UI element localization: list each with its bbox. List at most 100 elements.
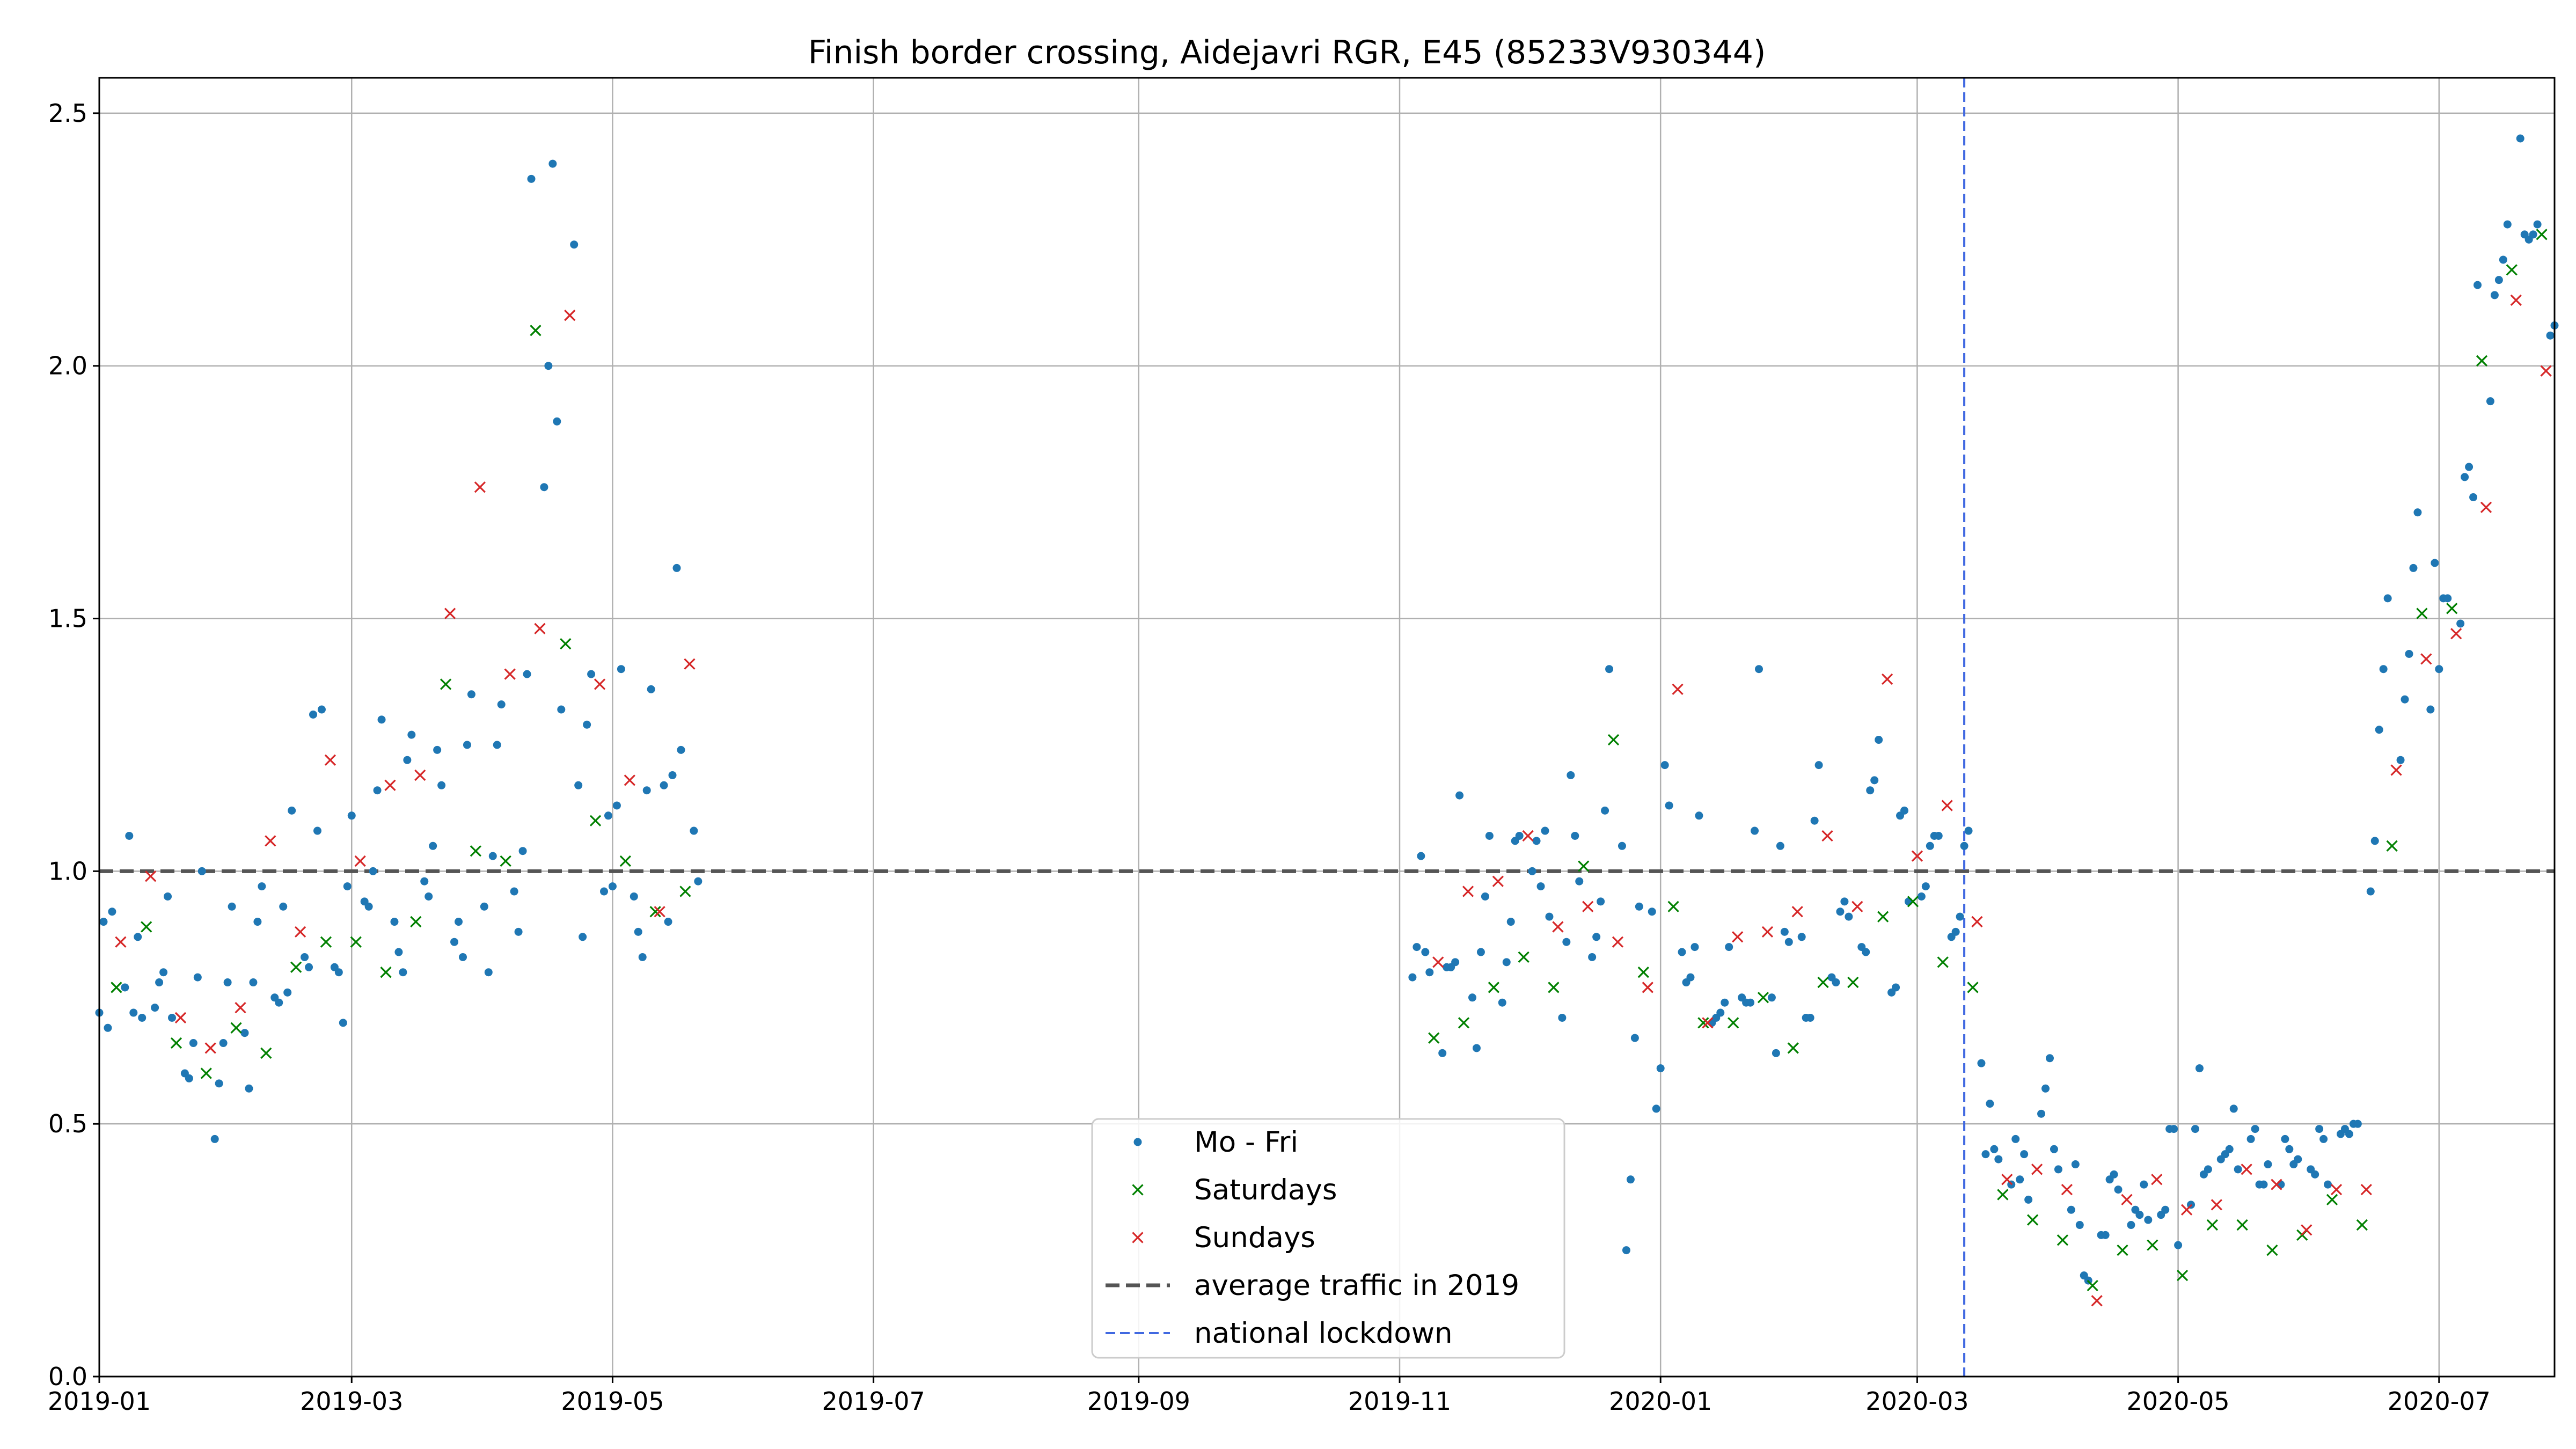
weekday-point <box>1716 1008 1725 1017</box>
weekday-point <box>2050 1145 2058 1153</box>
saturday-point <box>1847 976 1859 989</box>
weekday-point <box>1408 973 1417 982</box>
weekday-point <box>373 786 382 795</box>
saturday-point <box>1817 976 1829 989</box>
saturday-point <box>1877 911 1889 923</box>
weekday-point <box>2037 1109 2046 1118</box>
saturday-point <box>410 916 422 928</box>
weekday-point <box>1502 958 1511 967</box>
weekday-point <box>1536 882 1545 891</box>
weekday-point <box>1506 918 1515 926</box>
saturday-point <box>1518 951 1529 963</box>
weekday-point <box>240 1029 249 1037</box>
weekday-point <box>557 705 566 714</box>
saturday-point <box>679 885 691 897</box>
weekday-point <box>514 927 523 936</box>
weekday-point <box>275 998 283 1007</box>
weekday-point <box>1904 897 1913 906</box>
weekday-point <box>2264 1160 2272 1169</box>
saturday-point <box>1667 901 1679 912</box>
sunday-point <box>2031 1163 2043 1175</box>
weekday-point <box>1917 892 1926 901</box>
weekday-point <box>159 968 168 977</box>
weekday-point <box>1528 867 1536 875</box>
weekday-point <box>2401 695 2409 704</box>
saturday-point <box>2476 355 2488 367</box>
weekday-point <box>1472 1044 1481 1052</box>
weekday-point <box>2435 665 2443 674</box>
weekday-point <box>1875 736 1883 744</box>
weekday-point <box>2405 649 2413 658</box>
weekday-point <box>167 1013 176 1022</box>
sunday-point <box>1642 982 1653 993</box>
weekday-point <box>2195 1064 2204 1073</box>
weekday-point <box>1660 761 1669 770</box>
weekday-point <box>2020 1150 2029 1159</box>
weekday-point <box>1960 841 1968 850</box>
sunday-point <box>654 906 665 918</box>
sunday-point <box>145 870 157 882</box>
weekday-point <box>301 953 309 961</box>
weekday-point <box>2161 1205 2170 1214</box>
weekday-point <box>2135 1211 2144 1219</box>
saturday-point <box>2506 264 2518 276</box>
weekday-point <box>403 756 412 764</box>
saturday-point <box>2147 1239 2158 1251</box>
weekday-point <box>2191 1125 2199 1133</box>
y-tick-label: 1.0 <box>48 857 87 885</box>
sunday-point <box>384 779 396 791</box>
sunday-point <box>444 608 456 619</box>
saturday-point <box>1697 1017 1709 1029</box>
weekday-point <box>544 362 553 370</box>
weekday-point <box>1725 943 1733 952</box>
weekday-point <box>1567 771 1575 779</box>
x-tick-label: 2020-05 <box>2127 1387 2230 1416</box>
sunday-point <box>1582 901 1594 912</box>
weekday-point <box>1892 983 1900 992</box>
weekday-point <box>420 877 429 885</box>
sunday-point <box>2390 764 2402 776</box>
weekday-point <box>2499 255 2507 264</box>
weekday-point <box>668 771 677 779</box>
weekday-point <box>579 933 587 941</box>
weekday-point <box>2174 1241 2183 1249</box>
sunday-point <box>1522 830 1534 842</box>
weekday-point <box>2144 1216 2153 1224</box>
sunday-point <box>1941 800 1953 811</box>
x-tick-label: 2019-01 <box>48 1387 151 1416</box>
weekday-point <box>1648 908 1656 916</box>
saturday-point <box>380 967 392 978</box>
y-tick-label: 1.5 <box>48 604 87 633</box>
weekday-point <box>1921 882 1930 891</box>
saturday-point <box>1607 734 1620 746</box>
weekday-point <box>2413 508 2422 517</box>
sunday-point <box>1672 683 1684 696</box>
weekday-point <box>2494 276 2503 284</box>
weekday-point <box>364 902 373 911</box>
weekday-point <box>1515 831 1524 840</box>
sunday-point <box>1851 901 1863 912</box>
y-tick-label: 2.5 <box>48 99 87 128</box>
weekday-point <box>1755 665 1763 674</box>
weekday-point <box>129 1008 138 1017</box>
weekday-point <box>1597 897 1605 906</box>
weekday-point <box>258 882 266 891</box>
weekday-point <box>450 938 459 946</box>
weekday-point <box>1417 852 1425 860</box>
x-tick-label: 2020-07 <box>2388 1387 2491 1416</box>
weekday-point <box>228 902 236 911</box>
weekday-point <box>1678 948 1686 956</box>
weekday-point <box>2366 887 2375 896</box>
weekday-point <box>2234 1165 2242 1174</box>
x-tick-label: 2019-09 <box>1087 1387 1190 1416</box>
sunday-point <box>2061 1183 2073 1196</box>
weekday-point <box>1981 1150 1990 1159</box>
weekday-point <box>1797 933 1806 941</box>
weekday-point <box>210 1135 219 1143</box>
sunday-point <box>2091 1295 2103 1307</box>
weekday-point <box>2011 1135 2020 1143</box>
weekday-point <box>108 908 116 916</box>
weekday-point <box>1780 927 1789 936</box>
saturday-point <box>1728 1017 1739 1029</box>
saturday-point <box>589 815 602 826</box>
